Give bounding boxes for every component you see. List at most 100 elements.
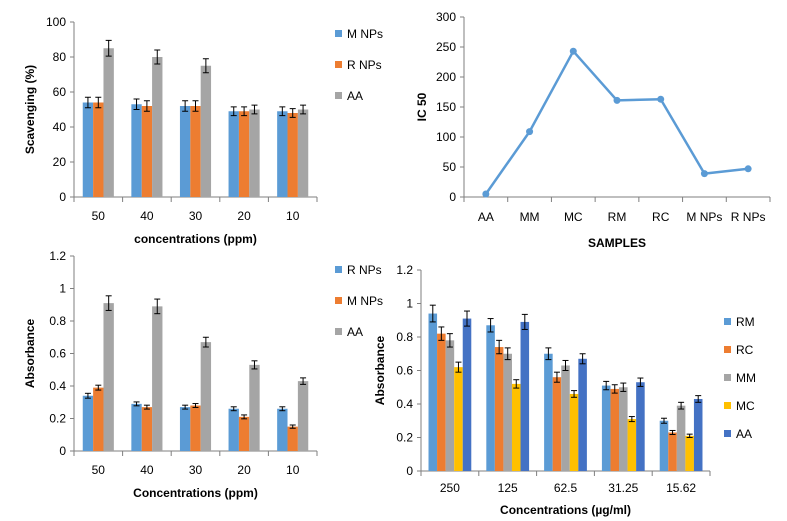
chart3-y-tick-label: 1.2 — [49, 249, 66, 263]
chart3-y-tick-label: 0.8 — [49, 314, 66, 328]
chart2-x-tick-label: R NPs — [731, 210, 766, 224]
chart2-y-tick-label: 100 — [436, 130, 456, 144]
chart3-legend-swatch — [335, 328, 342, 335]
chart1-legend-label: M NPs — [347, 27, 383, 41]
chart2-x-tick-label: MM — [520, 210, 540, 224]
chart4-y-tick-label: 0 — [406, 464, 413, 478]
chart1-legend-swatch — [335, 30, 342, 37]
chart1-y-tick-label: 80 — [53, 50, 67, 64]
chart1-bar-aa — [152, 57, 163, 197]
chart4-bar-mc — [685, 435, 694, 471]
chart3-bar-r-nps — [179, 407, 191, 451]
chart3-bar-r-nps — [131, 403, 142, 451]
chart4-bar-rm — [486, 325, 495, 471]
chart4-y-axis-title: Absorbance — [373, 336, 387, 406]
chart1-bar-m-nps — [277, 111, 288, 197]
chart1-bar-aa — [297, 109, 309, 197]
chart4-bar-mm — [619, 387, 628, 471]
chart3-x-tick-label: 30 — [189, 463, 203, 477]
chart4-bar-rc — [610, 388, 620, 471]
chart4-x-tick-label: 15.62 — [666, 481, 696, 495]
chart4-bar-mc — [511, 383, 521, 471]
chart4-bar-aa — [693, 398, 703, 471]
chart3-bar-m-nps — [238, 416, 250, 451]
chart2-x-tick-label: AA — [478, 210, 494, 224]
chart4-x-tick-label: 250 — [440, 481, 460, 495]
chart1-bar-r-nps — [93, 102, 104, 197]
chart2-y-tick-label: 50 — [443, 160, 457, 174]
chart1-legend-swatch — [335, 92, 342, 99]
chart1-legend-label: AA — [347, 89, 363, 103]
chart3-y-tick-label: 1 — [59, 282, 66, 296]
chart1-x-tick-label: 30 — [189, 209, 203, 223]
chart4-y-tick-label: 1 — [406, 297, 413, 311]
chart3-bar-r-nps — [228, 408, 239, 451]
chart1-x-tick-label: 50 — [92, 209, 106, 223]
chart4-bar-rc — [668, 432, 677, 471]
chart1-y-tick-label: 100 — [46, 15, 66, 29]
chart4-legend-label: MC — [736, 399, 755, 413]
chart3-bar-r-nps — [82, 395, 94, 451]
chart4-x-tick-label: 125 — [498, 481, 518, 495]
chart4-bar-mm — [445, 340, 455, 471]
chart3-legend-swatch — [335, 297, 342, 304]
chart4-bar-aa — [462, 318, 472, 471]
chart3-y-tick-label: 0.2 — [49, 412, 66, 426]
chart2-y-tick-label: 200 — [436, 70, 456, 84]
chart3-x-tick-label: 40 — [140, 463, 154, 477]
chart2-data-point — [482, 190, 490, 198]
chart3-legend-swatch — [335, 266, 342, 273]
chart4-bar-mm — [676, 405, 686, 471]
chart2-x-axis-title: SAMPLES — [588, 236, 646, 250]
chart4-y-tick-label: 0.8 — [396, 330, 413, 344]
chart4-legend-swatch — [724, 374, 731, 381]
chart1-bar-r-nps — [287, 113, 298, 197]
chart2-data-point — [526, 128, 534, 136]
chart4-legend-swatch — [724, 318, 731, 325]
chart1-bar-aa — [249, 109, 260, 197]
chart3-bar-r-nps — [277, 408, 288, 451]
chart4-bar-rm — [601, 385, 611, 471]
chart4-bar-rm — [544, 353, 553, 471]
chart2-data-point — [657, 95, 665, 103]
chart1-bar-m-nps — [131, 104, 142, 197]
chart1-bar-r-nps — [238, 111, 250, 197]
chart2-y-tick-label: 150 — [436, 100, 456, 114]
chart3-legend-label: AA — [347, 325, 363, 339]
chart3-bar-aa — [249, 364, 260, 451]
chart4-legend-label: RM — [736, 315, 755, 329]
chart1-bar-m-nps — [82, 102, 94, 197]
chart4-bar-mc — [569, 393, 579, 471]
chart3-x-tick-label: 20 — [237, 463, 251, 477]
chart4-x-axis-title: Concentrations (µg/ml) — [500, 503, 631, 517]
chart3-x-axis-title: Concentrations (ppm) — [133, 486, 258, 500]
chart3-y-axis-title: Absorbance — [23, 319, 37, 389]
chart1-legend-swatch — [335, 61, 342, 68]
chart4-bar-aa — [578, 358, 587, 471]
chart4-x-tick-label: 62.5 — [554, 481, 578, 495]
chart4-y-tick-label: 0.6 — [396, 364, 413, 378]
chart4-legend-label: RC — [736, 343, 754, 357]
chart2-series-line — [484, 49, 749, 195]
chart4-bar-aa — [636, 382, 645, 471]
chart2-data-point — [569, 47, 577, 55]
chart3-bar-m-nps — [190, 405, 201, 451]
chart1-legend-label: R NPs — [347, 58, 382, 72]
chart4-bar-mm — [503, 353, 512, 471]
chart4-bar-mc — [454, 367, 463, 471]
chart1-bar-aa — [103, 48, 114, 197]
chart1-y-axis-title: Scavenging (%) — [23, 65, 37, 154]
chart4-bar-mc — [627, 419, 637, 471]
chart3-y-tick-label: 0 — [59, 444, 66, 458]
chart4-bar-rc — [494, 347, 504, 471]
chart3-x-tick-label: 50 — [92, 463, 106, 477]
chart3-y-tick-label: 0.6 — [49, 347, 66, 361]
chart4-bar-rm — [659, 420, 669, 471]
chart3-bar-aa — [103, 303, 114, 451]
chart3-bar-aa — [297, 381, 309, 451]
chart2-data-point — [744, 165, 752, 173]
chart2-y-axis-title: IC 50 — [415, 92, 429, 121]
chart1-bar-r-nps — [141, 106, 153, 197]
chart1-y-tick-label: 40 — [53, 120, 67, 134]
chart4-bar-mm — [561, 365, 570, 471]
